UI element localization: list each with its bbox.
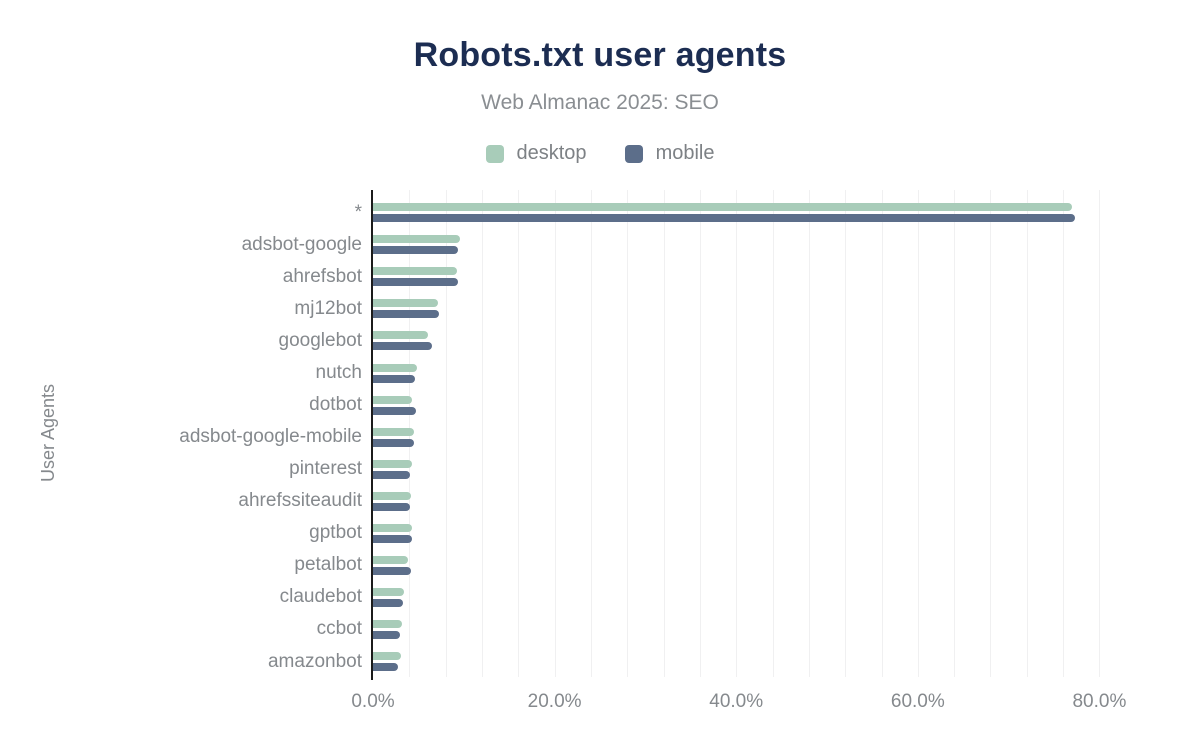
gridline: [699, 190, 701, 677]
gridline: [627, 190, 629, 677]
bar-mobile-ahrefssiteaudit[interactable]: [373, 502, 411, 511]
bar-mobile-dotbot[interactable]: [373, 406, 416, 415]
gridline: [445, 190, 447, 677]
bar-mobile-ahrefsbot[interactable]: [373, 278, 459, 287]
category-label-pinterest: pinterest: [289, 458, 362, 480]
gridline: [518, 190, 520, 677]
bar-desktop-petalbot[interactable]: [373, 555, 409, 564]
bar-mobile-adsbot-google-mobile[interactable]: [373, 438, 414, 447]
gridline: [917, 190, 919, 677]
bar-mobile-mj12bot[interactable]: [373, 310, 440, 319]
gridline: [1099, 190, 1101, 677]
category-label-claudebot: claudebot: [279, 586, 362, 608]
plot-area: [371, 190, 1163, 680]
bar-mobile-star[interactable]: [373, 214, 1075, 223]
gridline: [663, 190, 665, 677]
category-label-petalbot: petalbot: [294, 554, 362, 576]
category-label-mj12bot: mj12bot: [294, 297, 362, 319]
x-tick-label-0: 0.0%: [351, 691, 395, 712]
bar-desktop-ccbot[interactable]: [373, 619, 403, 628]
bar-desktop-adsbot-google-mobile[interactable]: [373, 427, 414, 436]
x-tick-label-40: 40.0%: [709, 691, 764, 712]
category-label-amazonbot: amazonbot: [267, 650, 362, 672]
bar-mobile-petalbot[interactable]: [373, 566, 412, 575]
desktop-swatch-icon: [485, 144, 504, 163]
bar-desktop-pinterest[interactable]: [373, 459, 413, 468]
bar-mobile-gptbot[interactable]: [373, 534, 413, 543]
bar-desktop-star[interactable]: [373, 203, 1073, 212]
bar-desktop-googlebot[interactable]: [373, 331, 429, 340]
legend-item-mobile[interactable]: mobile: [624, 142, 715, 165]
gridline: [772, 190, 774, 677]
bar-mobile-claudebot[interactable]: [373, 598, 403, 607]
gridline: [808, 190, 810, 677]
category-label-adsbot-google-mobile: adsbot-google-mobile: [179, 426, 362, 448]
bar-desktop-amazonbot[interactable]: [373, 652, 402, 661]
category-label-gptbot: gptbot: [309, 522, 362, 544]
bar-mobile-nutch[interactable]: [373, 374, 415, 383]
bar-mobile-amazonbot[interactable]: [373, 663, 399, 672]
bar-desktop-ahrefssiteaudit[interactable]: [373, 491, 412, 500]
gridline: [1063, 190, 1065, 677]
bar-mobile-adsbot-google[interactable]: [373, 246, 459, 255]
bar-desktop-claudebot[interactable]: [373, 587, 404, 596]
bar-desktop-mj12bot[interactable]: [373, 299, 439, 308]
gridline: [990, 190, 992, 677]
category-label-star: *: [354, 201, 362, 223]
gridline: [481, 190, 483, 677]
category-label-ccbot: ccbot: [316, 618, 362, 640]
gridline: [736, 190, 738, 677]
legend-item-desktop[interactable]: desktop: [485, 142, 587, 165]
category-label-ahrefsbot: ahrefsbot: [282, 265, 362, 287]
category-label-dotbot: dotbot: [309, 394, 362, 416]
bar-mobile-ccbot[interactable]: [373, 630, 401, 639]
x-tick-label-20: 20.0%: [527, 691, 582, 712]
bar-mobile-pinterest[interactable]: [373, 470, 411, 479]
bar-desktop-nutch[interactable]: [373, 363, 417, 372]
gridline: [554, 190, 556, 677]
bar-mobile-googlebot[interactable]: [373, 342, 433, 351]
legend-label-mobile: mobile: [655, 142, 715, 164]
gridline: [954, 190, 956, 677]
category-label-adsbot-google: adsbot-google: [241, 233, 362, 255]
gridline: [881, 190, 883, 677]
chart-subtitle: Web Almanac 2025: SEO: [481, 91, 719, 114]
y-axis-line: [371, 190, 373, 680]
chart-title: Robots.txt user agents: [413, 36, 787, 74]
category-label-ahrefssiteaudit: ahrefssiteaudit: [238, 490, 362, 512]
bar-desktop-ahrefsbot[interactable]: [373, 267, 457, 276]
legend-label-desktop: desktop: [516, 142, 587, 164]
mobile-swatch-icon: [624, 144, 643, 163]
bar-desktop-dotbot[interactable]: [373, 395, 413, 404]
gridline: [845, 190, 847, 677]
legend: desktop mobile: [0, 142, 1200, 165]
gridline: [590, 190, 592, 677]
bar-desktop-gptbot[interactable]: [373, 523, 413, 532]
category-label-nutch: nutch: [315, 362, 362, 383]
gridline: [1026, 190, 1028, 677]
bar-desktop-adsbot-google[interactable]: [373, 235, 461, 244]
x-tick-label-80: 80.0%: [1072, 691, 1127, 712]
x-tick-label-60: 60.0%: [890, 691, 945, 712]
category-label-googlebot: googlebot: [278, 329, 362, 351]
